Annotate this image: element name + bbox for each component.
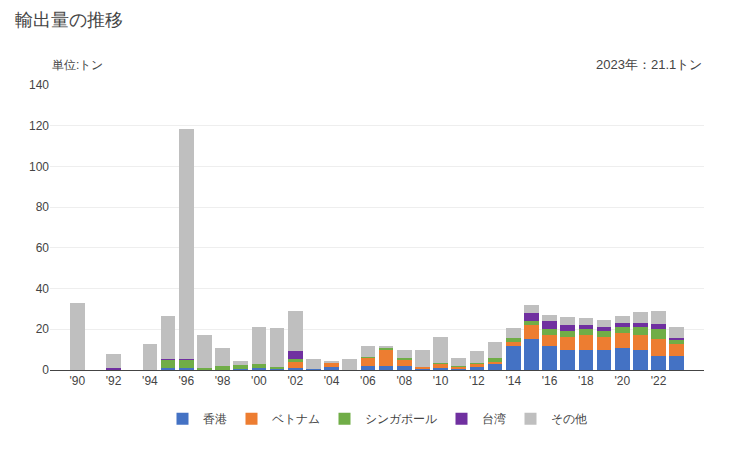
svg-text:輸出量の推移: 輸出量の推移 xyxy=(15,10,123,30)
svg-text:'02: '02 xyxy=(287,374,303,388)
svg-text:台湾: 台湾 xyxy=(482,412,506,426)
svg-text:20: 20 xyxy=(36,322,50,336)
svg-text:その他: その他 xyxy=(551,412,587,426)
svg-text:'92: '92 xyxy=(106,374,122,388)
svg-text:'20: '20 xyxy=(614,374,630,388)
svg-text:60: 60 xyxy=(36,241,50,255)
svg-text:シンガポール: シンガポール xyxy=(365,412,437,426)
svg-text:'00: '00 xyxy=(251,374,267,388)
svg-text:'16: '16 xyxy=(542,374,558,388)
svg-text:120: 120 xyxy=(29,119,49,133)
svg-text:'96: '96 xyxy=(178,374,194,388)
svg-text:'94: '94 xyxy=(142,374,158,388)
svg-text:ベトナム: ベトナム xyxy=(272,412,320,426)
svg-text:'08: '08 xyxy=(396,374,412,388)
svg-text:'14: '14 xyxy=(505,374,521,388)
svg-text:80: 80 xyxy=(36,200,50,214)
svg-text:140: 140 xyxy=(29,78,49,92)
svg-text:'12: '12 xyxy=(469,374,485,388)
svg-text:'98: '98 xyxy=(215,374,231,388)
svg-text:100: 100 xyxy=(29,160,49,174)
svg-text:0: 0 xyxy=(42,363,49,377)
svg-text:'04: '04 xyxy=(324,374,340,388)
svg-text:'10: '10 xyxy=(433,374,449,388)
svg-text:'90: '90 xyxy=(69,374,85,388)
svg-text:'22: '22 xyxy=(651,374,667,388)
svg-text:40: 40 xyxy=(36,282,50,296)
svg-text:単位:トン: 単位:トン xyxy=(52,58,103,72)
svg-text:'18: '18 xyxy=(578,374,594,388)
svg-text:'06: '06 xyxy=(360,374,376,388)
svg-text:香港: 香港 xyxy=(203,412,227,426)
svg-text:2023年：21.1トン: 2023年：21.1トン xyxy=(596,57,702,72)
